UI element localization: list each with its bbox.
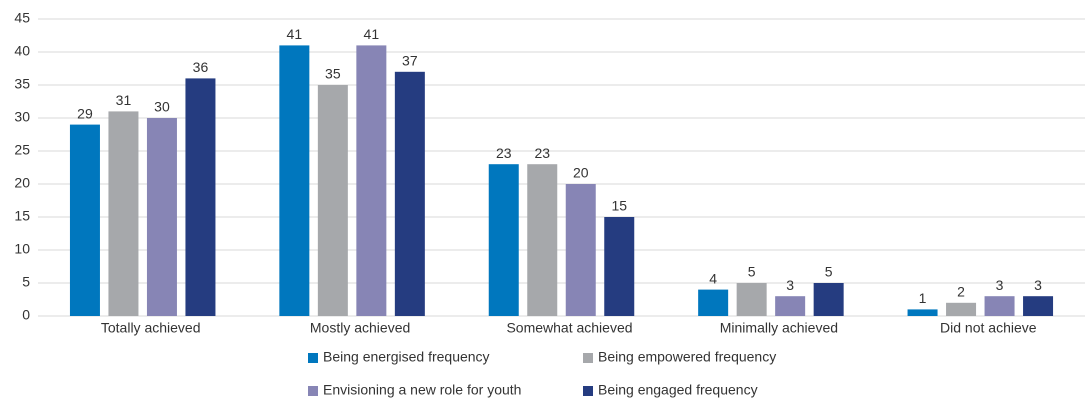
bar bbox=[488, 164, 519, 316]
value-label: 35 bbox=[325, 66, 341, 82]
legend-label: Being engaged frequency bbox=[598, 382, 758, 398]
bar bbox=[279, 45, 310, 317]
bar bbox=[69, 124, 100, 316]
bar bbox=[394, 71, 425, 316]
legend-swatch bbox=[583, 386, 593, 396]
legend-swatch bbox=[308, 386, 318, 396]
y-tick-label: 20 bbox=[14, 175, 30, 191]
x-tick-label: Minimally achieved bbox=[720, 320, 838, 336]
y-tick-label: 0 bbox=[22, 307, 30, 323]
y-tick-label: 5 bbox=[22, 274, 30, 290]
bar bbox=[1023, 296, 1054, 316]
legend-label: Being energised frequency bbox=[323, 349, 490, 365]
value-label: 15 bbox=[611, 198, 627, 214]
y-tick-label: 10 bbox=[14, 241, 30, 257]
bar bbox=[185, 78, 216, 317]
bar bbox=[775, 296, 806, 316]
bar bbox=[604, 217, 635, 316]
legend-swatch bbox=[583, 353, 593, 363]
value-label: 37 bbox=[402, 53, 418, 69]
value-label: 41 bbox=[287, 26, 303, 42]
x-tick-label: Mostly achieved bbox=[310, 320, 410, 336]
bar bbox=[527, 164, 558, 316]
value-label: 3 bbox=[786, 277, 794, 293]
value-label: 5 bbox=[748, 264, 756, 280]
bar bbox=[698, 289, 729, 316]
value-label: 36 bbox=[193, 59, 209, 75]
bar bbox=[565, 184, 596, 316]
value-label: 31 bbox=[116, 92, 132, 108]
value-label: 23 bbox=[534, 145, 550, 161]
value-label: 3 bbox=[996, 277, 1004, 293]
bar bbox=[356, 45, 387, 317]
bar bbox=[907, 309, 938, 316]
legend-label: Being empowered frequency bbox=[598, 349, 776, 365]
bar bbox=[736, 283, 767, 316]
bar bbox=[317, 85, 348, 316]
y-tick-label: 40 bbox=[14, 43, 30, 59]
legend-swatch bbox=[308, 353, 318, 363]
bar bbox=[108, 111, 139, 317]
legend-label: Envisioning a new role for youth bbox=[323, 382, 521, 398]
bar bbox=[984, 296, 1015, 316]
y-tick-label: 35 bbox=[14, 76, 30, 92]
bar bbox=[813, 283, 844, 316]
bar bbox=[946, 302, 977, 316]
x-tick-label: Did not achieve bbox=[940, 320, 1037, 336]
y-tick-label: 30 bbox=[14, 109, 30, 125]
value-label: 30 bbox=[154, 99, 170, 115]
value-label: 5 bbox=[825, 264, 833, 280]
value-label: 20 bbox=[573, 165, 589, 181]
value-label: 3 bbox=[1034, 277, 1042, 293]
value-label: 2 bbox=[957, 284, 965, 300]
value-label: 1 bbox=[919, 290, 927, 306]
value-label: 41 bbox=[364, 26, 380, 42]
y-tick-label: 25 bbox=[14, 142, 30, 158]
value-label: 4 bbox=[709, 270, 717, 286]
value-label: 23 bbox=[496, 145, 512, 161]
y-tick-label: 15 bbox=[14, 208, 30, 224]
x-tick-label: Totally achieved bbox=[101, 320, 201, 336]
y-tick-label: 45 bbox=[14, 10, 30, 26]
x-tick-label: Somewhat achieved bbox=[506, 320, 632, 336]
bar bbox=[146, 118, 177, 316]
value-label: 29 bbox=[77, 105, 93, 121]
